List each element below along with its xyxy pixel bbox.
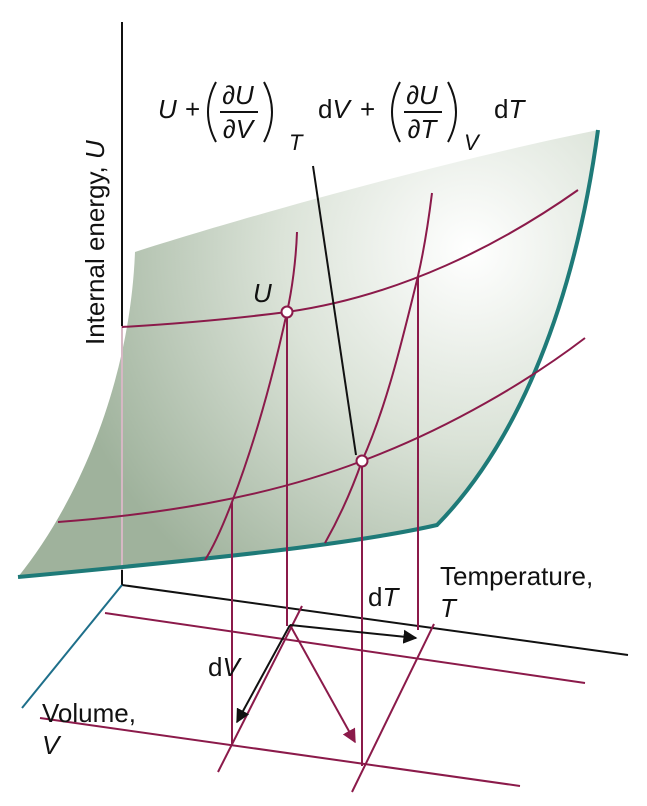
volume-symbol: V [42, 730, 62, 760]
surface-edge [17, 129, 600, 579]
variable: V [332, 94, 352, 124]
point-label: U [253, 278, 272, 308]
dv-arrow [236, 624, 291, 724]
denominator: ∂T [408, 114, 439, 144]
volume-label: Volume, [42, 698, 136, 728]
base-line [351, 623, 435, 793]
d: d [318, 94, 332, 124]
differential: dV [318, 94, 352, 124]
variable: T [508, 94, 526, 124]
projection [39, 276, 586, 793]
d: d [208, 652, 222, 682]
differential: dT [494, 94, 526, 124]
base-line [39, 717, 521, 787]
grid-curve [204, 231, 298, 561]
subscript: V [464, 130, 481, 155]
d: d [368, 582, 382, 612]
paren [263, 81, 273, 143]
dt-arrow [289, 624, 418, 644]
operator: + [360, 94, 375, 124]
symbol: V [222, 652, 242, 682]
point [280, 305, 294, 319]
paren [447, 81, 457, 143]
operator: + [185, 94, 200, 124]
base-line [104, 612, 586, 684]
label-symbol: U [80, 140, 110, 159]
surface [18, 130, 598, 577]
formula: U + ∂U ∂V T dV + ∂U ∂T V dT [158, 80, 526, 155]
formula-base: U [158, 94, 177, 124]
grid-curve [121, 189, 579, 328]
label-text: Internal energy, [80, 166, 110, 345]
grid-curve [324, 192, 433, 544]
dt-label: dT [368, 582, 400, 612]
diagonal-arrow [289, 624, 356, 744]
point [355, 454, 369, 468]
numerator: ∂U [222, 80, 254, 110]
paren [391, 81, 401, 143]
denominator: ∂V [223, 114, 256, 144]
paren [207, 81, 217, 143]
energy-axis-label: Internal energy, U [80, 140, 110, 345]
subscript: T [289, 130, 304, 155]
dv-label: dV [208, 652, 242, 682]
temperature-symbol: T [440, 593, 458, 623]
temperature-axis [121, 584, 629, 656]
d: d [494, 94, 508, 124]
numerator: ∂U [406, 80, 438, 110]
symbol: T [382, 582, 400, 612]
temperature-label: Temperature, [440, 561, 593, 591]
base-line [217, 605, 303, 773]
volume-axis [21, 584, 123, 709]
pointer-line [312, 165, 357, 456]
